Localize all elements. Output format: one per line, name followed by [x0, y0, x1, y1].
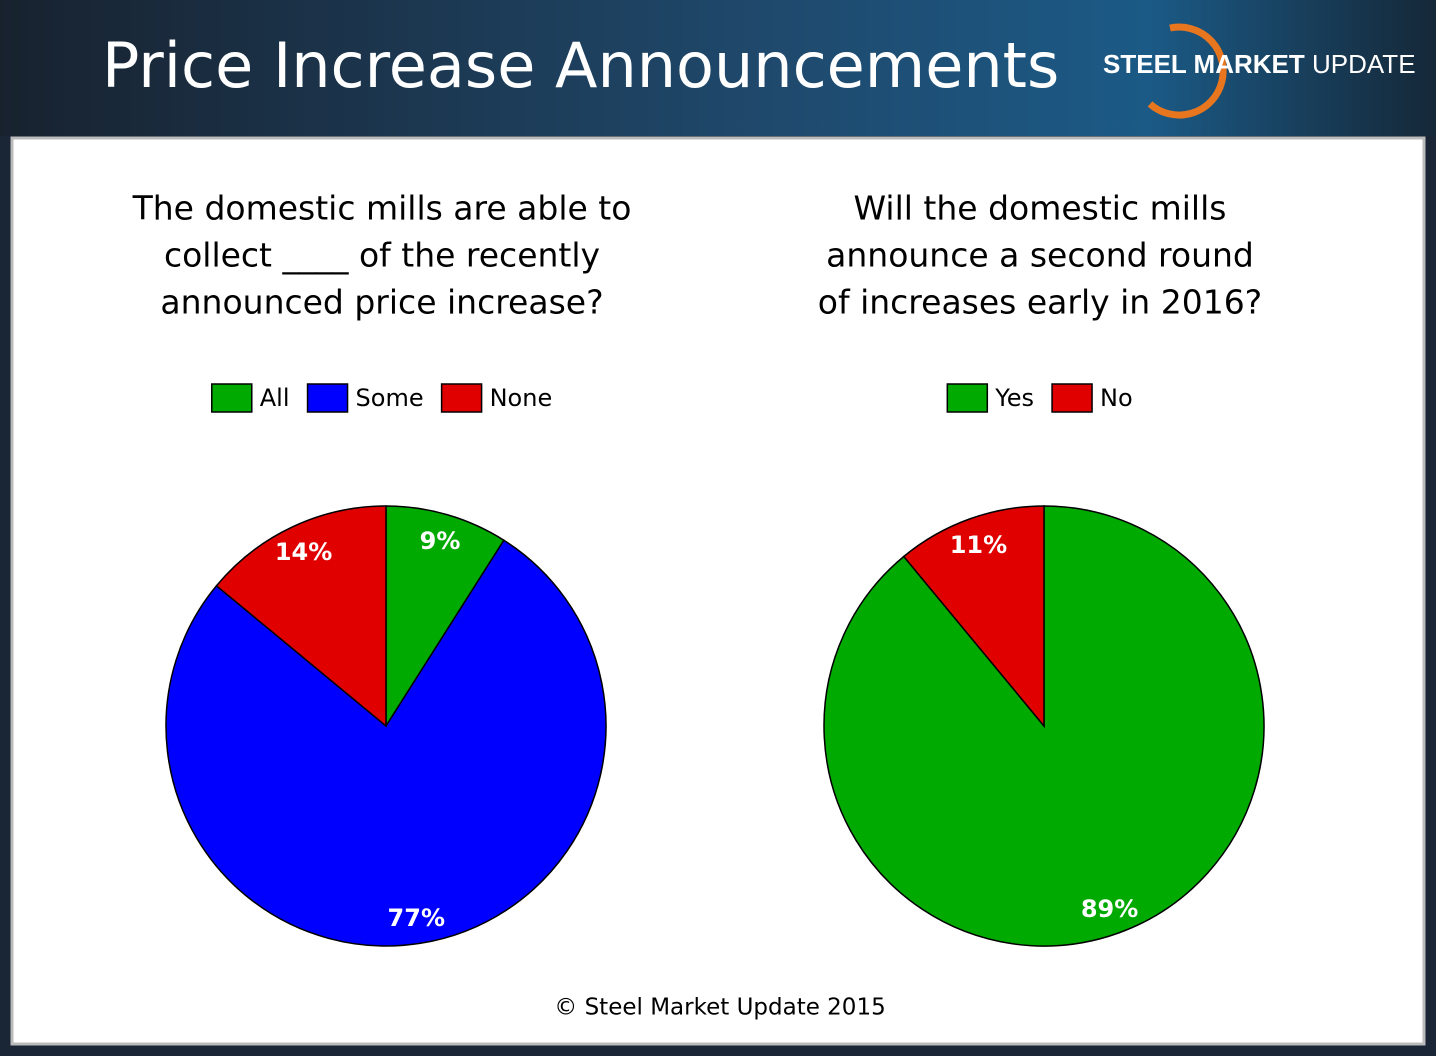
slide-title: Price Increase Announcements [102, 29, 1059, 102]
footer: © Steel Market Update 2015 [554, 995, 885, 1021]
chart-title: The domestic mills are able to [132, 189, 632, 228]
legend-label: No [1100, 384, 1133, 412]
chart-title: of increases early in 2016? [818, 283, 1262, 322]
logo-bold: STEEL MARKET [1103, 49, 1305, 79]
legend-swatch [306, 383, 349, 413]
pie-slice [215, 505, 387, 728]
logo-light: UPDATE [1312, 49, 1416, 79]
logo: STEEL MARKET UPDATE [1103, 49, 1416, 79]
pie-slice [385, 505, 505, 729]
chart-title: Will the domestic mills [854, 189, 1227, 228]
legend-swatch [946, 383, 989, 413]
pie-slice [165, 539, 607, 947]
legend-swatch [211, 383, 253, 413]
chart-title: announce a second round [826, 236, 1254, 275]
logo-arc [1147, 23, 1227, 119]
data-label: 89% [1081, 895, 1138, 923]
chart-title: announced price increase? [160, 283, 603, 322]
legend-swatch [1051, 383, 1093, 413]
legend-label: Yes [994, 384, 1034, 412]
data-label: 14% [275, 538, 332, 566]
legend-label: None [490, 384, 553, 412]
data-label: 9% [420, 527, 461, 555]
pie-slice [902, 505, 1045, 729]
legend-swatch [440, 383, 483, 413]
legend-label: Some [356, 384, 424, 412]
data-label: 11% [950, 531, 1007, 559]
legend-label: All [260, 384, 290, 412]
data-label: 77% [388, 904, 445, 932]
chart-title: collect ____ of the recently [164, 236, 600, 275]
